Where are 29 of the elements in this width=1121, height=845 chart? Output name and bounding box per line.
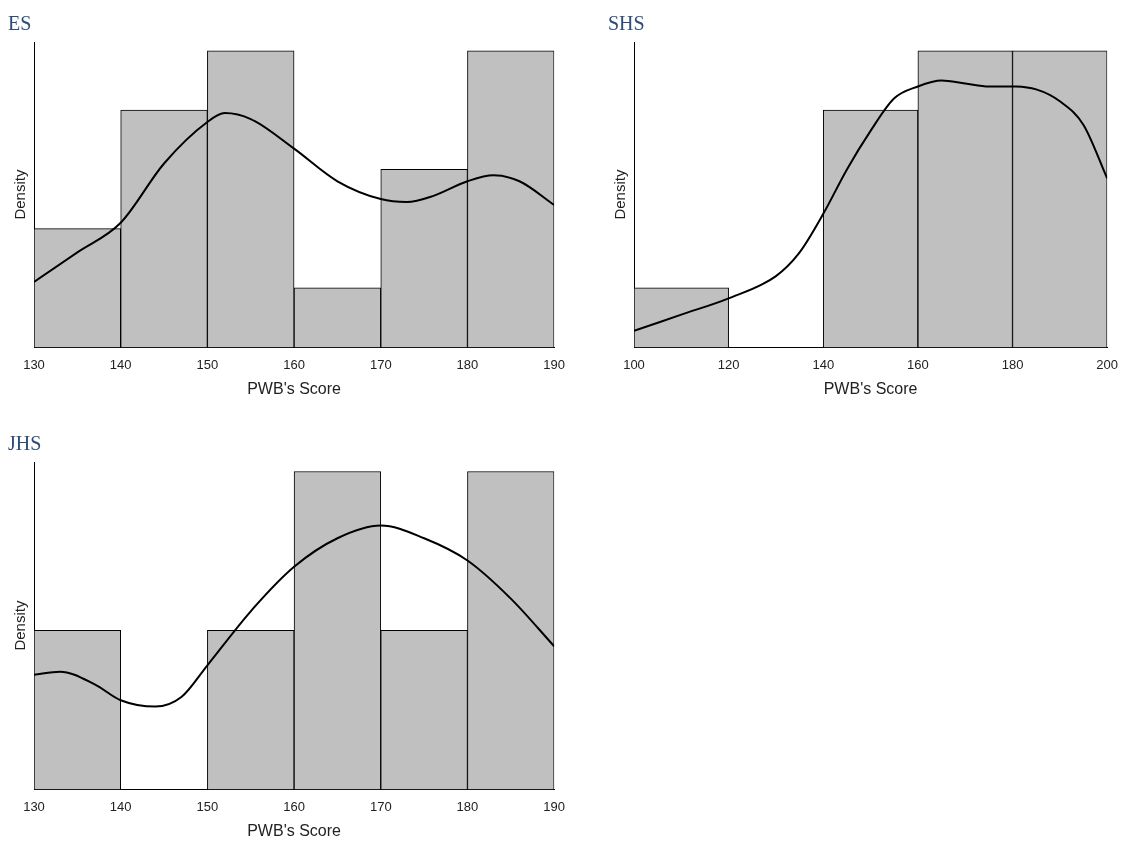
x-axis-title: PWB's Score (247, 379, 342, 397)
chart-title: ES (8, 11, 33, 36)
x-tick-label: 150 (196, 356, 219, 372)
x-tick-label: 160 (283, 356, 305, 372)
x-tick-label: 180 (456, 356, 479, 372)
x-tick-label: 170 (369, 798, 392, 814)
x-tick-label: 170 (369, 356, 392, 372)
x-tick-label: 140 (109, 798, 132, 814)
x-tick-label: 140 (812, 356, 835, 372)
chart-title: JHS (8, 431, 43, 456)
x-tick-label: 190 (543, 798, 566, 814)
x-tick-label: 190 (543, 356, 566, 372)
x-tick-label: 200 (1096, 356, 1119, 372)
x-tick-label: 130 (23, 798, 45, 814)
x-tick-label: 140 (109, 356, 132, 372)
x-tick-label: 120 (717, 356, 740, 372)
x-tick-label: 160 (907, 356, 929, 372)
chart-title: SHS (608, 11, 646, 36)
x-axis-title: PWB's Score (247, 821, 342, 839)
y-axis-title: Density (11, 169, 29, 220)
y-axis-title: Density (611, 169, 629, 220)
x-tick-label: 160 (283, 798, 305, 814)
y-axis-title: Density (11, 600, 29, 651)
x-tick-label: 180 (1001, 356, 1024, 372)
x-tick-label: 180 (456, 798, 479, 814)
x-tick-label: 150 (196, 798, 219, 814)
x-tick-label: 100 (623, 356, 645, 372)
x-tick-label: 130 (23, 356, 45, 372)
x-axis-title: PWB's Score (823, 379, 918, 397)
